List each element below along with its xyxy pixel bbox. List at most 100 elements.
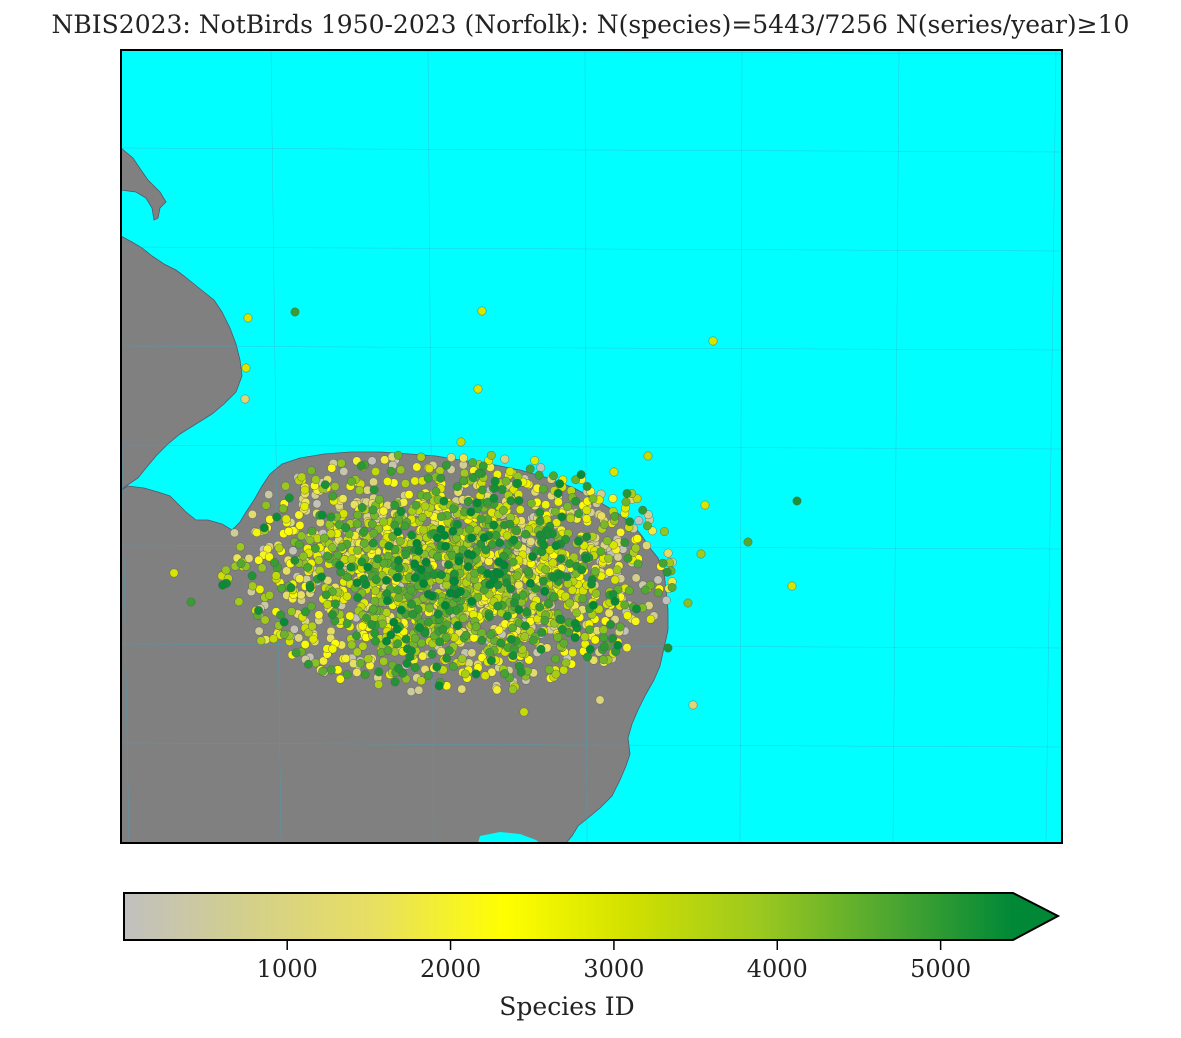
species-point: [608, 494, 618, 503]
colorbar-extend-arrow: [1013, 893, 1058, 940]
species-points: [169, 306, 802, 717]
species-point: [590, 635, 600, 645]
species-point: [169, 568, 179, 578]
species-point: [467, 648, 477, 658]
species-point: [642, 541, 651, 550]
species-point: [646, 614, 655, 624]
colorbar-tick-label: 4000: [746, 955, 808, 983]
graticule-parallel: [121, 246, 1062, 252]
graticule-parallel: [121, 742, 1062, 748]
graticule-parallel: [121, 345, 1062, 351]
species-point: [631, 573, 641, 583]
colorbar-tick-label: 5000: [910, 955, 972, 983]
species-point: [264, 490, 274, 499]
graticule-meridian: [584, 50, 588, 843]
species-point: [653, 575, 663, 585]
species-point: [446, 453, 456, 462]
graticule-meridian: [1045, 50, 1057, 843]
species-point: [240, 394, 250, 404]
species-point: [288, 546, 298, 556]
graticule-parallel: [121, 147, 1062, 153]
species-point: [404, 490, 414, 499]
colorbar-tick-label: 1000: [256, 955, 318, 983]
map-panel: [120, 49, 1063, 844]
species-point: [338, 494, 348, 504]
species-point: [241, 363, 251, 373]
species-point: [480, 671, 490, 681]
species-point: [530, 456, 540, 465]
colorbar-ticks: [286, 940, 942, 950]
species-point: [662, 596, 671, 605]
species-point: [492, 685, 502, 695]
species-point: [342, 591, 352, 601]
species-point: [339, 467, 349, 476]
species-point: [418, 651, 428, 661]
species-point: [663, 548, 673, 558]
species-point: [526, 537, 536, 546]
graticule-meridian: [739, 50, 743, 843]
species-point: [314, 610, 324, 620]
species-point: [335, 674, 345, 684]
species-point: [622, 643, 632, 652]
species-point: [634, 516, 644, 525]
species-point: [341, 654, 351, 663]
species-point: [284, 527, 294, 536]
species-point: [515, 505, 525, 515]
species-point: [295, 574, 304, 584]
species-point: [289, 624, 299, 634]
species-point: [247, 510, 257, 519]
species-point: [243, 313, 253, 323]
estuary: [478, 832, 540, 843]
species-point: [708, 336, 718, 346]
species-point: [609, 540, 618, 550]
species-point: [568, 648, 577, 658]
species-point: [633, 534, 642, 543]
colorbar-label: Species ID: [499, 992, 635, 1021]
species-point: [264, 552, 274, 562]
colorbar-gradient: [124, 893, 1013, 940]
species-point: [255, 585, 265, 594]
species-point: [787, 581, 797, 591]
land-west: [121, 147, 243, 491]
species-point: [623, 611, 632, 620]
chart-title: NBIS2023: NotBirds 1950-2023 (Norfolk): …: [51, 10, 1130, 39]
graticule-meridian: [270, 50, 282, 843]
species-point: [282, 566, 291, 576]
species-point: [500, 454, 510, 464]
species-point: [294, 510, 304, 520]
species-point: [379, 506, 388, 516]
species-point: [294, 633, 304, 643]
species-point: [414, 685, 424, 695]
species-point: [312, 499, 322, 509]
species-point: [541, 500, 551, 510]
species-point: [380, 455, 389, 465]
species-point: [597, 511, 606, 521]
species-point: [700, 500, 710, 510]
species-point: [254, 626, 264, 636]
species-point: [308, 634, 318, 644]
species-point: [367, 456, 377, 466]
species-point: [412, 462, 422, 472]
species-point: [383, 477, 392, 486]
species-point: [457, 684, 467, 694]
species-point: [477, 306, 487, 316]
species-point: [524, 655, 534, 665]
species-point: [328, 644, 338, 654]
graticule-meridian: [892, 50, 900, 843]
species-point: [300, 502, 309, 511]
species-point: [610, 575, 620, 585]
species-point: [230, 528, 239, 538]
species-point: [473, 384, 483, 394]
species-point: [281, 514, 291, 524]
species-point: [244, 554, 254, 563]
colorbar-tick-label: 3000: [583, 955, 645, 983]
species-point: [358, 621, 367, 631]
species-point: [609, 467, 619, 477]
colorbar-tick-label: 2000: [420, 955, 482, 983]
species-point: [352, 668, 362, 677]
species-point: [459, 453, 468, 463]
species-point: [631, 616, 641, 626]
species-point: [616, 528, 625, 537]
species-point: [254, 555, 264, 565]
